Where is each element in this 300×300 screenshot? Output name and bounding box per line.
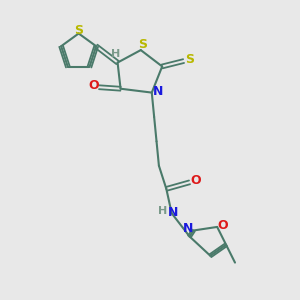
Text: N: N	[183, 222, 193, 235]
Text: S: S	[74, 24, 83, 37]
Text: O: O	[88, 79, 99, 92]
Text: O: O	[218, 219, 228, 232]
Text: N: N	[152, 85, 163, 98]
Text: S: S	[138, 38, 147, 51]
Text: O: O	[190, 174, 201, 188]
Text: N: N	[168, 206, 178, 219]
Text: S: S	[186, 53, 195, 66]
Text: H: H	[158, 206, 167, 216]
Text: H: H	[111, 49, 120, 59]
